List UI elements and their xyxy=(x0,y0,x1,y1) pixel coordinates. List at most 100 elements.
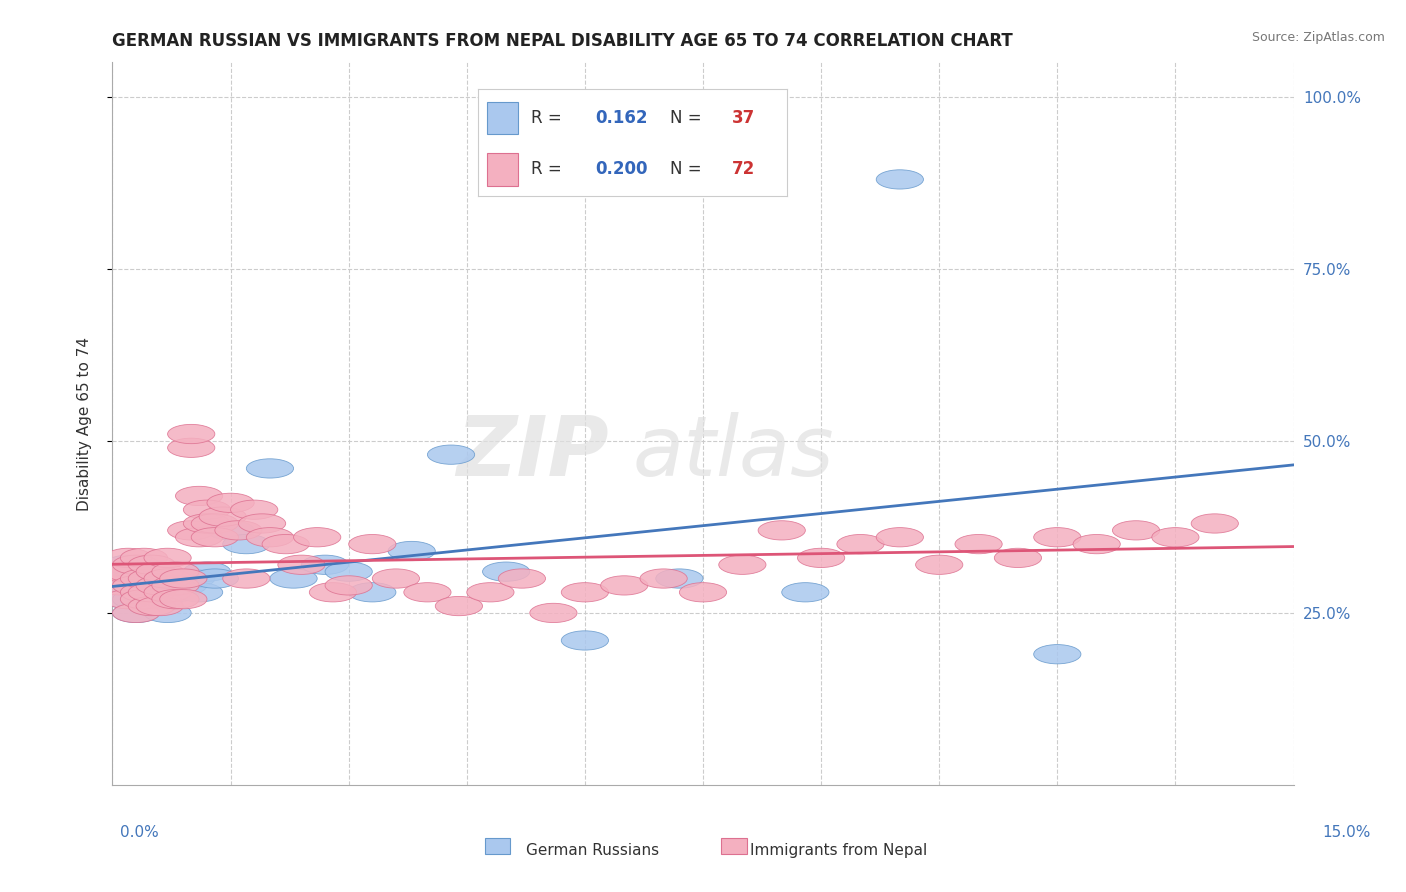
Ellipse shape xyxy=(104,590,152,609)
Ellipse shape xyxy=(325,562,373,582)
Ellipse shape xyxy=(121,582,167,602)
Ellipse shape xyxy=(600,575,648,595)
Ellipse shape xyxy=(143,569,191,588)
Ellipse shape xyxy=(1152,527,1199,547)
Ellipse shape xyxy=(176,582,222,602)
Text: Immigrants from Nepal: Immigrants from Nepal xyxy=(751,843,928,858)
Ellipse shape xyxy=(121,569,167,588)
Text: ZIP: ZIP xyxy=(456,412,609,493)
Ellipse shape xyxy=(167,438,215,458)
Ellipse shape xyxy=(167,521,215,540)
Ellipse shape xyxy=(246,458,294,478)
Ellipse shape xyxy=(128,597,176,615)
Text: N =: N = xyxy=(669,109,707,127)
Ellipse shape xyxy=(915,555,963,574)
Ellipse shape xyxy=(97,562,143,582)
Ellipse shape xyxy=(325,575,373,595)
Ellipse shape xyxy=(160,590,207,609)
Ellipse shape xyxy=(467,582,515,602)
Ellipse shape xyxy=(278,555,325,574)
Ellipse shape xyxy=(183,514,231,533)
Ellipse shape xyxy=(152,590,200,609)
Ellipse shape xyxy=(1191,514,1239,533)
Ellipse shape xyxy=(207,521,254,540)
Ellipse shape xyxy=(128,555,176,574)
Ellipse shape xyxy=(167,425,215,443)
Text: 0.162: 0.162 xyxy=(596,109,648,127)
FancyBboxPatch shape xyxy=(485,838,510,854)
Ellipse shape xyxy=(876,527,924,547)
Ellipse shape xyxy=(530,603,576,623)
Ellipse shape xyxy=(246,527,294,547)
Ellipse shape xyxy=(498,569,546,588)
Text: 0.200: 0.200 xyxy=(596,161,648,178)
Ellipse shape xyxy=(176,486,222,506)
Text: atlas: atlas xyxy=(633,412,834,493)
Text: GERMAN RUSSIAN VS IMMIGRANTS FROM NEPAL DISABILITY AGE 65 TO 74 CORRELATION CHAR: GERMAN RUSSIAN VS IMMIGRANTS FROM NEPAL … xyxy=(112,32,1014,50)
Ellipse shape xyxy=(482,562,530,582)
Ellipse shape xyxy=(121,569,167,588)
Text: R =: R = xyxy=(530,109,567,127)
Ellipse shape xyxy=(679,582,727,602)
Ellipse shape xyxy=(1033,527,1081,547)
Ellipse shape xyxy=(136,575,183,595)
Ellipse shape xyxy=(994,549,1042,567)
Ellipse shape xyxy=(349,534,396,554)
Ellipse shape xyxy=(301,555,349,574)
Ellipse shape xyxy=(782,582,830,602)
Ellipse shape xyxy=(239,514,285,533)
Ellipse shape xyxy=(121,590,167,609)
Ellipse shape xyxy=(97,575,143,595)
Ellipse shape xyxy=(191,527,239,547)
Ellipse shape xyxy=(388,541,436,561)
Ellipse shape xyxy=(294,527,340,547)
Ellipse shape xyxy=(128,562,176,582)
Ellipse shape xyxy=(191,569,239,588)
Ellipse shape xyxy=(128,582,176,602)
Ellipse shape xyxy=(1033,645,1081,664)
FancyBboxPatch shape xyxy=(721,838,747,854)
Ellipse shape xyxy=(112,603,160,623)
Ellipse shape xyxy=(1112,521,1160,540)
Ellipse shape xyxy=(837,534,884,554)
Ellipse shape xyxy=(121,549,167,567)
Ellipse shape xyxy=(215,521,262,540)
Ellipse shape xyxy=(191,514,239,533)
Ellipse shape xyxy=(231,500,278,519)
Ellipse shape xyxy=(112,575,160,595)
Ellipse shape xyxy=(561,582,609,602)
Ellipse shape xyxy=(160,575,207,595)
Ellipse shape xyxy=(876,169,924,189)
Ellipse shape xyxy=(373,569,419,588)
Ellipse shape xyxy=(200,507,246,526)
Ellipse shape xyxy=(176,527,222,547)
Y-axis label: Disability Age 65 to 74: Disability Age 65 to 74 xyxy=(77,336,91,511)
Text: Source: ZipAtlas.com: Source: ZipAtlas.com xyxy=(1251,31,1385,45)
Ellipse shape xyxy=(104,562,152,582)
Ellipse shape xyxy=(309,582,357,602)
FancyBboxPatch shape xyxy=(488,153,519,186)
Text: German Russians: German Russians xyxy=(526,843,659,858)
Ellipse shape xyxy=(104,555,152,574)
Ellipse shape xyxy=(427,445,475,465)
Text: 72: 72 xyxy=(731,161,755,178)
Ellipse shape xyxy=(97,562,143,582)
Ellipse shape xyxy=(207,493,254,513)
Ellipse shape xyxy=(136,590,183,609)
Ellipse shape xyxy=(349,582,396,602)
Ellipse shape xyxy=(270,569,318,588)
Ellipse shape xyxy=(167,569,215,588)
Ellipse shape xyxy=(718,555,766,574)
Ellipse shape xyxy=(128,597,176,615)
Ellipse shape xyxy=(1073,534,1121,554)
Ellipse shape xyxy=(136,562,183,582)
Ellipse shape xyxy=(152,562,200,582)
Ellipse shape xyxy=(152,582,200,602)
Ellipse shape xyxy=(112,555,160,574)
Ellipse shape xyxy=(222,534,270,554)
FancyBboxPatch shape xyxy=(488,102,519,134)
Ellipse shape xyxy=(152,575,200,595)
Text: 37: 37 xyxy=(731,109,755,127)
Ellipse shape xyxy=(955,534,1002,554)
Ellipse shape xyxy=(797,549,845,567)
